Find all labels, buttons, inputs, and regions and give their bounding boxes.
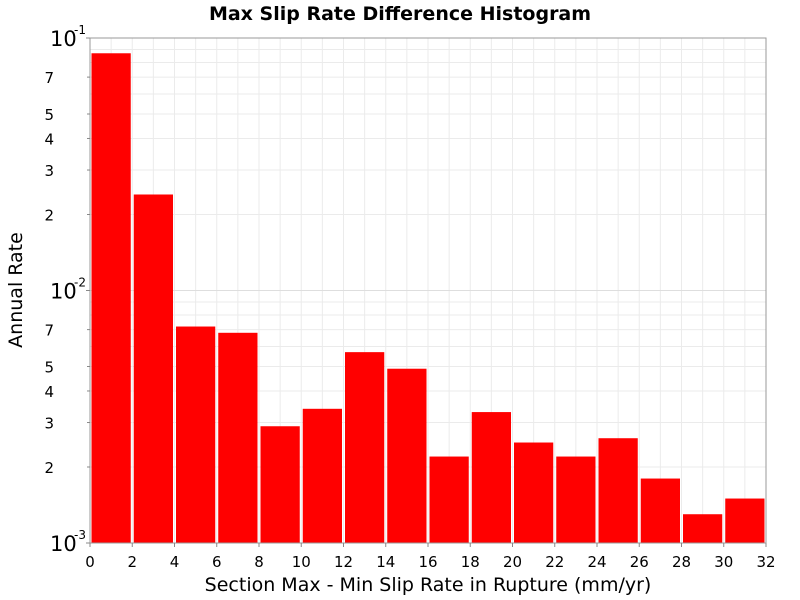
histogram-bar bbox=[429, 456, 469, 543]
x-tick-label: 0 bbox=[85, 553, 95, 571]
y-minor-tick-label: 4 bbox=[44, 383, 54, 401]
x-tick-label: 2 bbox=[127, 553, 137, 571]
y-minor-tick-label: 7 bbox=[44, 322, 54, 340]
x-tick-label: 10 bbox=[292, 553, 311, 571]
histogram-bar bbox=[302, 408, 342, 543]
x-tick-label: 12 bbox=[334, 553, 353, 571]
y-tick-label-decade: 10 bbox=[50, 280, 77, 304]
y-minor-tick-label: 7 bbox=[44, 69, 54, 87]
chart-title: Max Slip Rate Difference Histogram bbox=[209, 3, 591, 25]
histogram-bar bbox=[91, 53, 131, 543]
x-tick-label: 22 bbox=[545, 553, 564, 571]
y-axis-label: Annual Rate bbox=[5, 232, 27, 348]
histogram-bar bbox=[471, 412, 511, 543]
x-tick-label: 6 bbox=[212, 553, 222, 571]
x-tick-label: 32 bbox=[756, 553, 775, 571]
histogram-bar bbox=[260, 426, 300, 543]
y-tick-label-exponent: -1 bbox=[74, 23, 86, 37]
y-minor-tick-label: 3 bbox=[44, 162, 54, 180]
y-minor-tick-label: 4 bbox=[44, 130, 54, 148]
x-tick-label: 16 bbox=[418, 553, 437, 571]
histogram-bar bbox=[725, 498, 765, 543]
histogram-bar bbox=[514, 442, 554, 543]
bars bbox=[91, 53, 765, 544]
x-tick-label: 28 bbox=[672, 553, 691, 571]
histogram-bar bbox=[683, 514, 723, 543]
x-tick-label: 24 bbox=[587, 553, 606, 571]
histogram-bar bbox=[556, 456, 596, 543]
y-minor-tick-label: 3 bbox=[44, 415, 54, 433]
y-tick-label-exponent: -3 bbox=[74, 528, 86, 542]
x-tick-label: 14 bbox=[376, 553, 395, 571]
x-tick-label: 18 bbox=[461, 553, 480, 571]
histogram-bar bbox=[640, 478, 680, 543]
x-tick-label: 30 bbox=[714, 553, 733, 571]
y-tick-label-decade: 10 bbox=[50, 532, 77, 556]
y-tick-label-decade: 10 bbox=[50, 27, 77, 51]
histogram-bar bbox=[345, 352, 385, 543]
histogram-bar bbox=[218, 332, 258, 543]
y-minor-tick-label: 5 bbox=[44, 359, 54, 377]
x-tick-label: 26 bbox=[630, 553, 649, 571]
histogram-bar bbox=[598, 438, 638, 543]
x-tick-label: 8 bbox=[254, 553, 264, 571]
x-tick-label: 20 bbox=[503, 553, 522, 571]
histogram-bar bbox=[387, 368, 427, 543]
x-tick-label: 4 bbox=[170, 553, 180, 571]
y-minor-tick-label: 5 bbox=[44, 106, 54, 124]
y-minor-tick-label: 2 bbox=[44, 459, 54, 477]
histogram-bar bbox=[133, 194, 173, 544]
x-axis-ticks: 0 2 4 6 8 10 12 14 16 18 20 22 24 26 28 30 32 bbox=[85, 543, 776, 571]
y-tick-label-exponent: -2 bbox=[74, 276, 86, 290]
histogram-bar bbox=[176, 326, 216, 543]
y-minor-tick-label: 2 bbox=[44, 206, 54, 224]
x-axis-label: Section Max - Min Slip Rate in Rupture (… bbox=[205, 574, 652, 596]
